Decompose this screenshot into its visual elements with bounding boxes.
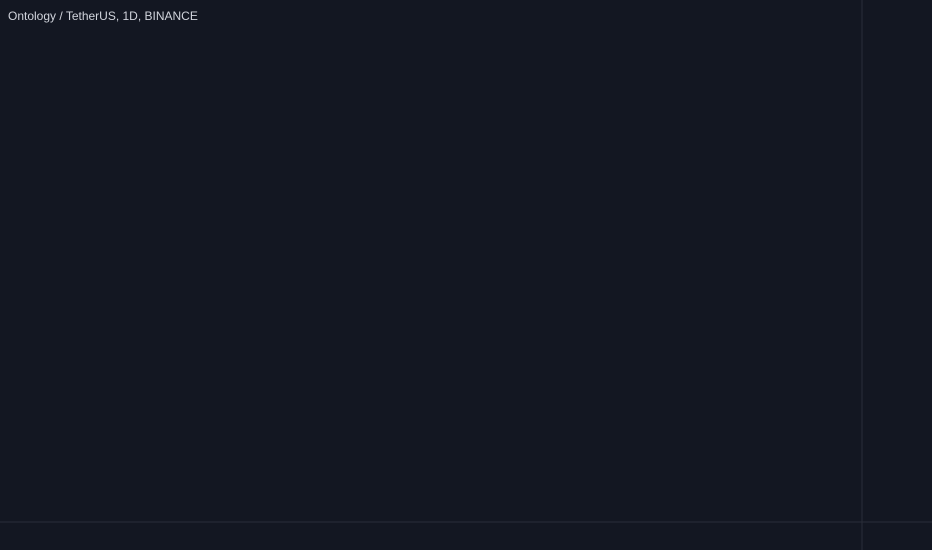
chart-title: Ontology / TetherUS, 1D, BINANCE	[8, 9, 198, 23]
